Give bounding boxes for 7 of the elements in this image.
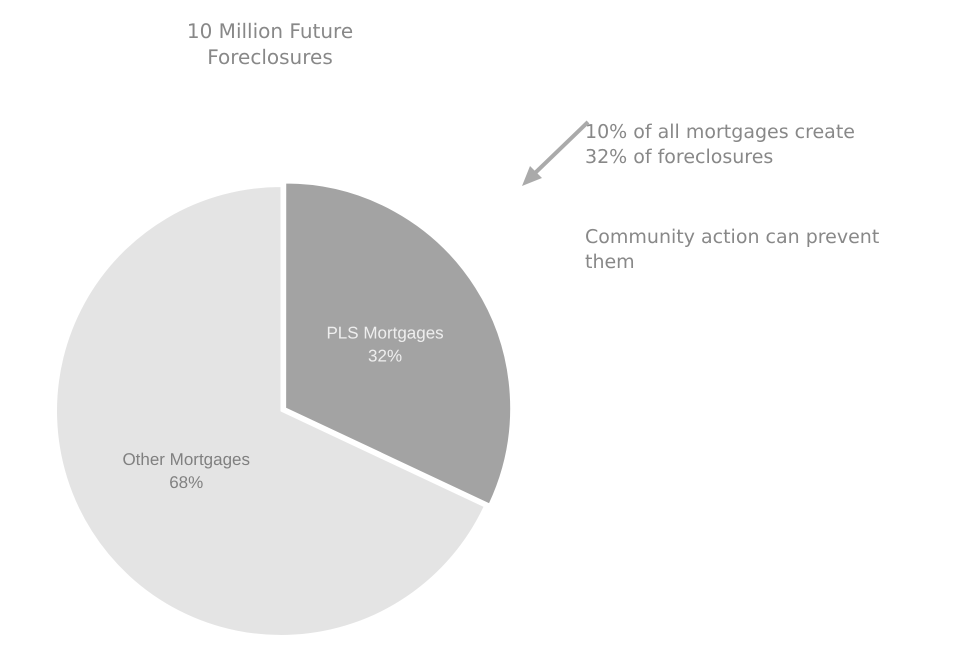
text: Community action can prevent them	[585, 225, 880, 275]
data-label: 32%	[368, 346, 402, 366]
slice-label: PLS Mortgages	[326, 324, 444, 343]
chart-title: 10 Million Future Foreclosures	[186, 18, 354, 70]
text: 10% of all mortgages create 32% of foreclosures	[585, 120, 856, 170]
data-label: 68%	[169, 472, 204, 492]
slice-label: Other Mortgages	[122, 450, 250, 469]
